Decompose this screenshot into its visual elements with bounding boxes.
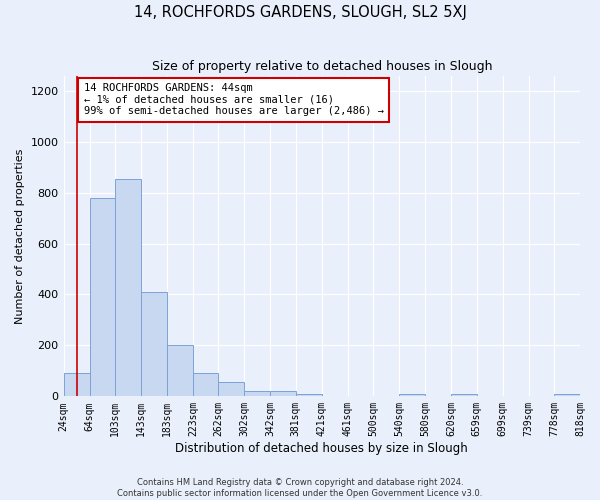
Bar (296, 394, 322, 396)
Text: 14, ROCHFORDS GARDENS, SLOUGH, SL2 5XJ: 14, ROCHFORDS GARDENS, SLOUGH, SL2 5XJ (134, 5, 466, 20)
Bar (64, 374, 89, 396)
Bar (271, 391, 296, 396)
Bar (399, 394, 425, 396)
Bar (89, 198, 115, 396)
X-axis label: Distribution of detached houses by size in Slough: Distribution of detached houses by size … (175, 442, 468, 455)
Y-axis label: Number of detached properties: Number of detached properties (15, 148, 25, 324)
Text: 14 ROCHFORDS GARDENS: 44sqm
← 1% of detached houses are smaller (16)
99% of semi: 14 ROCHFORDS GARDENS: 44sqm ← 1% of deta… (84, 83, 384, 116)
Bar (451, 394, 476, 396)
Bar (193, 374, 218, 396)
Title: Size of property relative to detached houses in Slough: Size of property relative to detached ho… (152, 60, 492, 73)
Bar (218, 382, 244, 396)
Bar (115, 178, 141, 396)
Text: Contains HM Land Registry data © Crown copyright and database right 2024.
Contai: Contains HM Land Registry data © Crown c… (118, 478, 482, 498)
Bar (244, 391, 271, 396)
Bar (167, 346, 193, 397)
Bar (141, 292, 167, 397)
Bar (554, 394, 580, 396)
